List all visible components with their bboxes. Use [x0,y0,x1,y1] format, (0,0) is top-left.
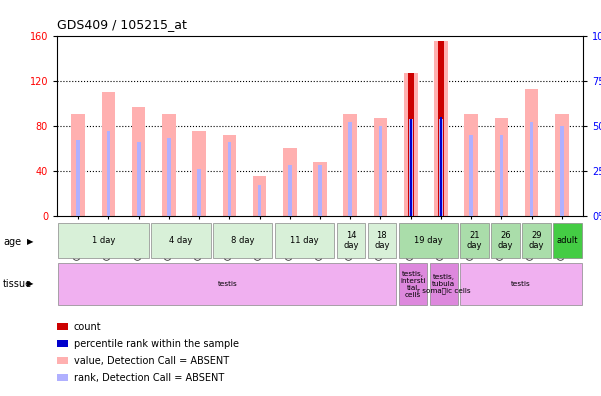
Text: adult: adult [557,236,578,245]
Bar [106,131,111,216]
Text: 11 day: 11 day [290,236,319,245]
Text: testis: testis [511,281,531,287]
Bar [58,263,396,305]
Bar [58,223,148,258]
Text: 4 day: 4 day [169,236,192,245]
Bar [337,223,365,258]
Bar [398,263,427,305]
Text: tissue: tissue [3,279,32,289]
Bar [343,114,357,216]
Text: testis,
intersti
tial
cells: testis, intersti tial cells [400,270,426,298]
Text: GDS409 / 105215_at: GDS409 / 105215_at [57,18,187,31]
Bar [368,223,396,258]
Bar [439,118,443,216]
Text: ▶: ▶ [27,280,34,288]
Text: 1 day: 1 day [92,236,115,245]
Text: 21
day: 21 day [467,231,483,250]
Bar [409,118,412,216]
Text: testis,
tubula
r soma	ic cells: testis, tubula r soma ic cells [417,274,471,295]
Bar [318,166,322,216]
Bar [349,122,352,216]
Bar [404,73,418,216]
Text: rank, Detection Call = ABSENT: rank, Detection Call = ABSENT [74,373,224,383]
Bar [499,135,503,216]
Bar [522,223,551,258]
Text: testis: testis [218,281,237,287]
Bar [253,176,266,216]
Text: 29
day: 29 day [529,231,545,250]
Text: 14
day: 14 day [343,231,359,250]
Bar [407,73,413,216]
Bar [492,223,520,258]
Bar [283,148,297,216]
Bar [555,114,569,216]
Bar [434,41,448,216]
Bar [469,135,473,216]
Bar [525,89,538,216]
Bar [258,185,261,216]
Bar [137,142,141,216]
Bar [76,140,80,216]
Bar [288,166,291,216]
Bar [465,114,478,216]
Bar [398,223,458,258]
Text: value, Detection Call = ABSENT: value, Detection Call = ABSENT [74,356,229,366]
Bar [192,131,206,216]
Bar [197,169,201,216]
Text: 18
day: 18 day [374,231,389,250]
Text: age: age [3,236,21,247]
Text: 26
day: 26 day [498,231,513,250]
Bar [72,114,85,216]
Bar [430,263,458,305]
Bar [132,107,145,216]
Bar [228,142,231,216]
Bar [374,118,387,216]
Bar [379,126,382,216]
Bar [213,223,272,258]
Bar [409,118,412,216]
Bar [438,41,444,216]
Bar [460,223,489,258]
Text: percentile rank within the sample: percentile rank within the sample [74,339,239,349]
Bar [313,162,327,216]
Text: 8 day: 8 day [231,236,254,245]
Bar [529,122,534,216]
Bar [102,92,115,216]
Bar [554,223,582,258]
Text: count: count [74,322,102,332]
Bar [162,114,175,216]
Text: 19 day: 19 day [414,236,442,245]
Bar [222,135,236,216]
Bar [167,138,171,216]
Bar [560,126,564,216]
Text: ▶: ▶ [27,237,34,246]
Bar [495,118,508,216]
Bar [460,263,582,305]
Bar [151,223,210,258]
Bar [275,223,334,258]
Bar [440,117,442,216]
